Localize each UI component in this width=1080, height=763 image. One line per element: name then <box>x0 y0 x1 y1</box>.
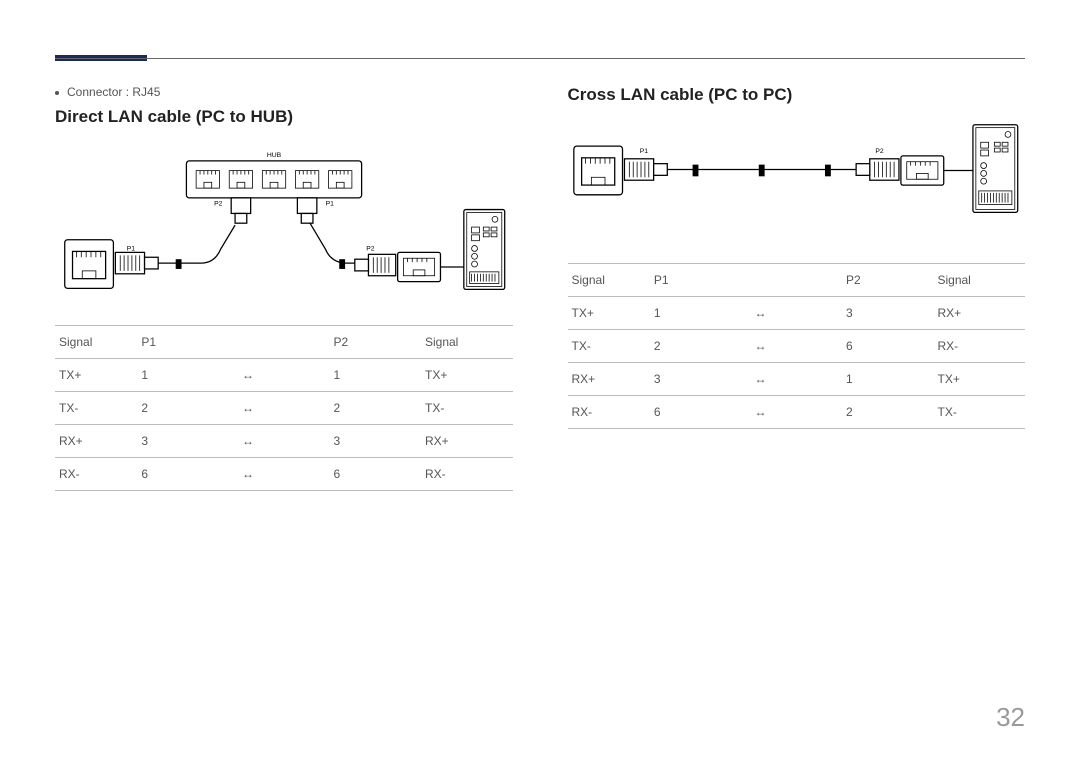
table-cell: RX- <box>421 458 513 491</box>
svg-text:P2: P2 <box>366 245 375 252</box>
table-header: Signal <box>933 264 1025 297</box>
table-cell: ↔ <box>238 359 330 392</box>
table-cell: 1 <box>137 359 238 392</box>
table-row: TX-2↔6RX- <box>568 330 1026 363</box>
table-header: Signal <box>568 264 650 297</box>
table-cell: RX+ <box>421 425 513 458</box>
table-cell: ↔ <box>750 330 842 363</box>
table-cell: RX- <box>568 396 650 429</box>
table-cell: 1 <box>842 363 934 396</box>
table-cell: ↔ <box>238 392 330 425</box>
table-cell: TX+ <box>55 359 137 392</box>
left-column: Connector : RJ45 Direct LAN cable (PC to… <box>55 85 513 491</box>
cross-lan-table: SignalP1P2Signal TX+1↔3RX+TX-2↔6RX-RX+3↔… <box>568 263 1026 429</box>
table-cell: ↔ <box>750 363 842 396</box>
table-cell: ↔ <box>238 458 330 491</box>
table-cell: RX+ <box>933 297 1025 330</box>
table-cell: RX- <box>55 458 137 491</box>
direct-lan-diagram: HUB <box>55 145 513 315</box>
connector-text: Connector : RJ45 <box>67 85 160 99</box>
table-row: TX+1↔1TX+ <box>55 359 513 392</box>
svg-text:P2: P2 <box>875 148 884 155</box>
table-row: RX-6↔2TX- <box>568 396 1026 429</box>
table-cell: 3 <box>137 425 238 458</box>
table-row: RX+3↔1TX+ <box>568 363 1026 396</box>
cross-lan-diagram: RJ45 P1 P2 <box>568 123 1026 253</box>
table-cell: ↔ <box>750 396 842 429</box>
svg-text:P2: P2 <box>214 201 223 208</box>
table-header: Signal <box>55 326 137 359</box>
table-cell: 2 <box>842 396 934 429</box>
page-number: 32 <box>996 702 1025 733</box>
table-row: RX+3↔3RX+ <box>55 425 513 458</box>
direct-lan-table: SignalP1P2Signal TX+1↔1TX+TX-2↔2TX-RX+3↔… <box>55 325 513 491</box>
table-cell: 6 <box>329 458 421 491</box>
table-cell: RX+ <box>568 363 650 396</box>
table-cell: TX- <box>933 396 1025 429</box>
table-cell: 2 <box>137 392 238 425</box>
table-cell: TX+ <box>568 297 650 330</box>
table-cell: 6 <box>842 330 934 363</box>
table-header: Signal <box>421 326 513 359</box>
top-rule <box>55 58 1025 59</box>
table-cell: TX- <box>421 392 513 425</box>
table-header: P2 <box>842 264 934 297</box>
table-cell: 3 <box>329 425 421 458</box>
table-header <box>238 326 330 359</box>
table-cell: 2 <box>329 392 421 425</box>
svg-text:P1: P1 <box>127 245 136 252</box>
table-header: P2 <box>329 326 421 359</box>
table-cell: RX+ <box>55 425 137 458</box>
table-header: P1 <box>650 264 751 297</box>
bullet-icon <box>55 91 59 95</box>
table-cell: 6 <box>650 396 751 429</box>
table-cell: 6 <box>137 458 238 491</box>
table-row: TX-2↔2TX- <box>55 392 513 425</box>
table-cell: 2 <box>650 330 751 363</box>
table-cell: ↔ <box>238 425 330 458</box>
table-header: P1 <box>137 326 238 359</box>
table-row: RX-6↔6RX- <box>55 458 513 491</box>
table-cell: 1 <box>650 297 751 330</box>
table-cell: 3 <box>650 363 751 396</box>
table-header <box>750 264 842 297</box>
right-title: Cross LAN cable (PC to PC) <box>568 85 1026 105</box>
table-cell: TX- <box>568 330 650 363</box>
table-cell: TX+ <box>933 363 1025 396</box>
table-cell: TX+ <box>421 359 513 392</box>
right-column: Cross LAN cable (PC to PC) RJ45 P1 <box>568 85 1026 491</box>
table-cell: 3 <box>842 297 934 330</box>
left-title: Direct LAN cable (PC to HUB) <box>55 107 513 127</box>
table-cell: 1 <box>329 359 421 392</box>
table-row: TX+1↔3RX+ <box>568 297 1026 330</box>
connector-bullet: Connector : RJ45 <box>55 85 513 99</box>
svg-text:HUB: HUB <box>267 152 282 159</box>
table-cell: TX- <box>55 392 137 425</box>
svg-text:P1: P1 <box>326 201 335 208</box>
svg-text:P1: P1 <box>639 148 648 155</box>
table-cell: ↔ <box>750 297 842 330</box>
table-cell: RX- <box>933 330 1025 363</box>
